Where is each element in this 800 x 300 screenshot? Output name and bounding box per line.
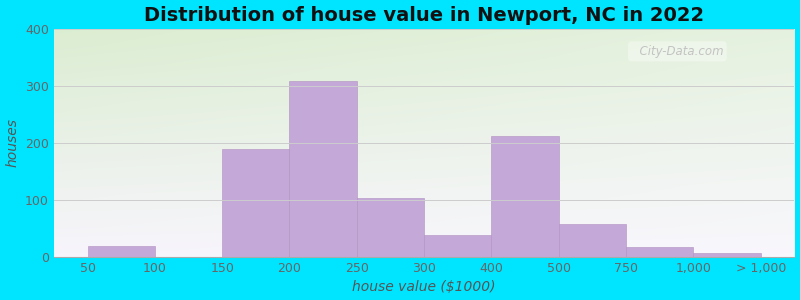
Y-axis label: houses: houses — [6, 118, 19, 167]
Bar — [424, 236, 491, 257]
Title: Distribution of house value in Newport, NC in 2022: Distribution of house value in Newport, … — [144, 6, 704, 25]
Text: City-Data.com: City-Data.com — [631, 45, 723, 58]
Bar — [290, 81, 357, 257]
Bar — [558, 224, 626, 257]
Bar — [222, 149, 290, 257]
Bar — [694, 253, 761, 257]
X-axis label: house value ($1000): house value ($1000) — [352, 280, 496, 294]
Bar — [491, 136, 558, 257]
Bar — [626, 247, 694, 257]
Bar — [87, 246, 155, 257]
Bar — [357, 198, 424, 257]
